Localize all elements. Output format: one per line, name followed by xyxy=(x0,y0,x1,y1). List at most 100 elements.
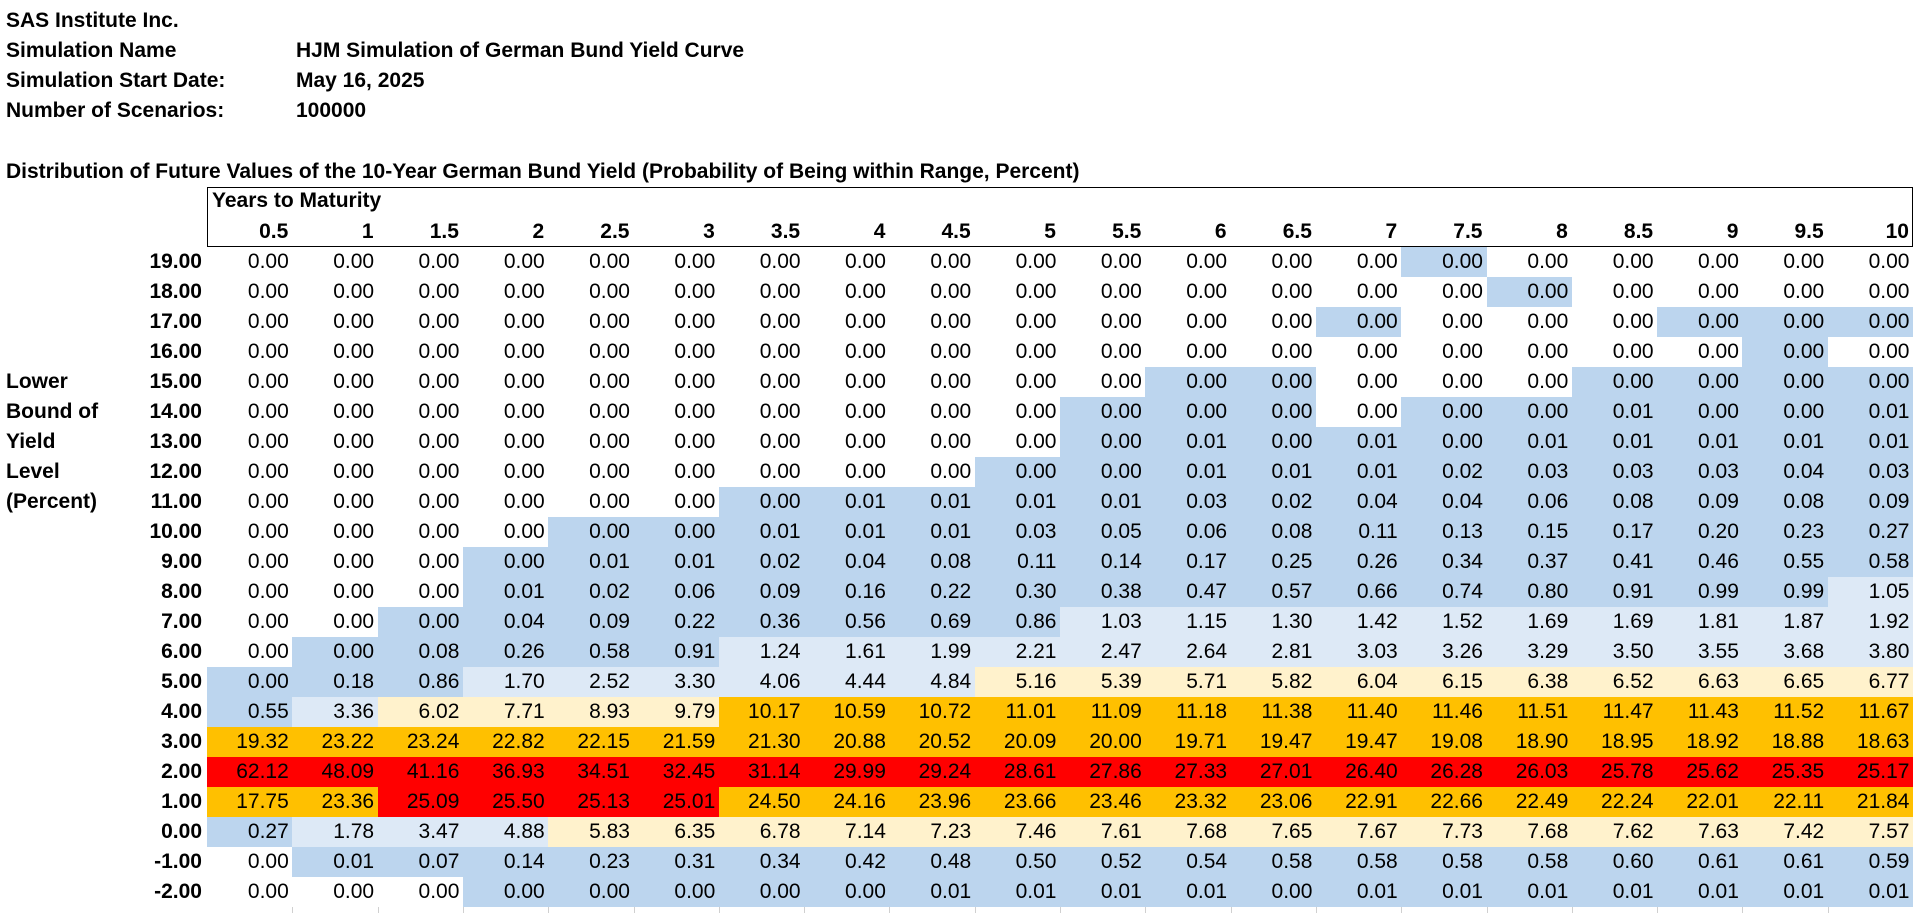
table-cell: 0.00 xyxy=(377,577,464,607)
table-cell: 0.14 xyxy=(1060,547,1146,577)
table-cell: 0.01 xyxy=(889,877,976,907)
column-header: 7.5 xyxy=(1453,220,1483,243)
table-cell: 19.47 xyxy=(1315,727,1402,757)
table-cell: 0.00 xyxy=(1657,247,1743,277)
gridline xyxy=(974,907,976,913)
table-cell: 0.00 xyxy=(1742,367,1829,397)
column-header: 4 xyxy=(873,220,886,243)
table-cell: 2.52 xyxy=(548,667,634,697)
table-cell: 0.00 xyxy=(633,877,720,907)
table-cell: 0.00 xyxy=(1657,277,1743,307)
column-header: 9 xyxy=(1726,220,1739,243)
table-cell: 0.99 xyxy=(1657,577,1743,607)
table-cell: 0.36 xyxy=(718,607,805,637)
table-cell: 0.01 xyxy=(1742,427,1829,457)
table-cell: 0.04 xyxy=(462,607,549,637)
row-label: 19.00 xyxy=(149,250,202,273)
table-cell: 0.06 xyxy=(1486,487,1573,517)
table-cell: 0.00 xyxy=(207,847,293,877)
table-cell: 0.00 xyxy=(377,487,464,517)
simulation-name-value: HJM Simulation of German Bund Yield Curv… xyxy=(296,39,745,62)
table-cell: 5.71 xyxy=(1145,667,1232,697)
table-cell: 26.28 xyxy=(1401,757,1487,787)
table-cell: 11.40 xyxy=(1315,697,1402,727)
table-cell: 21.84 xyxy=(1827,787,1914,817)
row-axis-label-line: (Percent) xyxy=(6,490,98,513)
table-cell: 19.71 xyxy=(1145,727,1232,757)
table-cell: 0.04 xyxy=(1401,487,1487,517)
table-cell: 0.66 xyxy=(1315,577,1402,607)
table-cell: 10.59 xyxy=(804,697,890,727)
table-cell: 3.80 xyxy=(1827,637,1914,667)
table-cell: 0.00 xyxy=(804,367,890,397)
table-cell: 0.86 xyxy=(974,607,1061,637)
table-cell: 0.00 xyxy=(548,427,634,457)
row-label: 13.00 xyxy=(149,430,202,453)
column-header: 3 xyxy=(703,220,715,243)
table-cell: 0.07 xyxy=(377,847,464,877)
table-cell: 20.09 xyxy=(974,727,1061,757)
table-cell: 0.00 xyxy=(1145,397,1232,427)
table-cell: 0.01 xyxy=(1827,877,1914,907)
table-cell: 19.32 xyxy=(207,727,293,757)
table-cell: 0.14 xyxy=(462,847,549,877)
table-cell: 4.06 xyxy=(718,667,805,697)
table-cell: 0.01 xyxy=(1315,877,1402,907)
table-cell: 25.09 xyxy=(377,787,464,817)
table-cell: 4.88 xyxy=(462,817,549,847)
table-cell: 0.03 xyxy=(1827,457,1914,487)
row-label: 16.00 xyxy=(149,340,202,363)
table-cell: 25.50 xyxy=(462,787,549,817)
table-cell: 0.01 xyxy=(718,517,805,547)
gridline xyxy=(1145,907,1147,913)
table-cell: 0.52 xyxy=(1060,847,1146,877)
table-cell: 1.05 xyxy=(1827,577,1914,607)
table-cell: 0.00 xyxy=(1060,337,1146,367)
table-cell: 0.00 xyxy=(1486,337,1573,367)
table-cell: 0.00 xyxy=(889,427,976,457)
column-header: 6 xyxy=(1214,220,1227,243)
table-cell: 1.24 xyxy=(718,637,805,667)
table-cell: 3.03 xyxy=(1315,637,1402,667)
table-cell: 0.30 xyxy=(974,577,1061,607)
table-cell: 19.47 xyxy=(1230,727,1317,757)
table-cell: 0.00 xyxy=(292,877,379,907)
table-cell: 0.00 xyxy=(718,397,805,427)
table-cell: 25.17 xyxy=(1827,757,1914,787)
table-cell: 5.82 xyxy=(1230,667,1317,697)
table-cell: 0.74 xyxy=(1401,577,1487,607)
table-cell: 0.27 xyxy=(1827,517,1914,547)
table-cell: 5.83 xyxy=(548,817,634,847)
gridline xyxy=(548,907,550,913)
table-cell: 0.58 xyxy=(548,637,634,667)
table-cell: 1.87 xyxy=(1742,607,1829,637)
table-cell: 0.00 xyxy=(1571,277,1658,307)
table-cell: 1.30 xyxy=(1230,607,1317,637)
table-cell: 0.00 xyxy=(207,277,293,307)
table-cell: 1.52 xyxy=(1401,607,1487,637)
table-cell: 23.06 xyxy=(1230,787,1317,817)
table-cell: 0.00 xyxy=(889,397,976,427)
company-name: SAS Institute Inc. xyxy=(6,9,179,32)
row-label: 8.00 xyxy=(161,580,202,603)
table-cell: 20.88 xyxy=(804,727,890,757)
table-cell: 25.13 xyxy=(548,787,634,817)
table-cell: 0.00 xyxy=(1742,307,1829,337)
table-cell: 7.57 xyxy=(1827,817,1914,847)
table-cell: 0.25 xyxy=(1230,547,1317,577)
table-cell: 7.65 xyxy=(1230,817,1317,847)
table-cell: 0.09 xyxy=(718,577,805,607)
table-cell: 0.58 xyxy=(1486,847,1573,877)
table-cell: 0.00 xyxy=(633,517,720,547)
table-cell: 0.00 xyxy=(548,517,634,547)
table-cell: 0.01 xyxy=(292,847,379,877)
table-cell: 0.00 xyxy=(207,397,293,427)
table-cell: 0.00 xyxy=(1230,427,1317,457)
simulation-name-label: Simulation Name xyxy=(6,39,177,62)
table-cell: 0.00 xyxy=(377,607,464,637)
table-cell: 18.90 xyxy=(1486,727,1573,757)
row-label: 9.00 xyxy=(161,550,202,573)
table-cell: 0.00 xyxy=(1315,337,1402,367)
table-cell: 0.08 xyxy=(377,637,464,667)
